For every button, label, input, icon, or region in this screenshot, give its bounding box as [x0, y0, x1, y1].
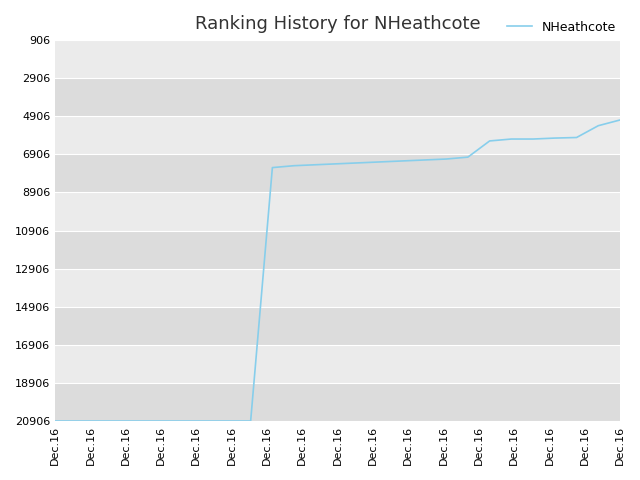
NHeathcote [508, 136, 515, 142]
NHeathcote [399, 158, 406, 164]
NHeathcote [573, 134, 580, 140]
Bar [55, 383, 620, 421]
NHeathcote [355, 160, 363, 166]
Line: NHeathcote: NHeathcote [55, 120, 620, 421]
NHeathcote [486, 138, 493, 144]
Bar [55, 116, 620, 155]
Bar [55, 230, 620, 269]
Bar [55, 78, 620, 116]
Title: Ranking History for NHeathcote: Ranking History for NHeathcote [195, 15, 481, 33]
NHeathcote [551, 135, 559, 141]
Bar [55, 307, 620, 345]
NHeathcote [333, 161, 341, 167]
NHeathcote [529, 136, 537, 142]
Bar [55, 40, 620, 78]
NHeathcote [73, 418, 81, 424]
Bar [55, 345, 620, 383]
NHeathcote [312, 162, 319, 168]
NHeathcote [291, 163, 298, 168]
NHeathcote [116, 418, 124, 424]
Bar [55, 269, 620, 307]
NHeathcote [377, 159, 385, 165]
NHeathcote [464, 154, 472, 160]
Bar [55, 192, 620, 230]
NHeathcote [225, 418, 233, 424]
NHeathcote [420, 157, 428, 163]
Bar [55, 155, 620, 192]
NHeathcote [95, 418, 102, 424]
NHeathcote [247, 418, 255, 424]
NHeathcote [138, 418, 146, 424]
NHeathcote [160, 418, 168, 424]
NHeathcote [442, 156, 450, 162]
NHeathcote [595, 123, 602, 129]
NHeathcote [182, 418, 189, 424]
NHeathcote [616, 117, 624, 123]
NHeathcote [269, 165, 276, 170]
NHeathcote [204, 418, 211, 424]
Legend: NHeathcote: NHeathcote [502, 16, 621, 39]
NHeathcote [51, 418, 59, 424]
